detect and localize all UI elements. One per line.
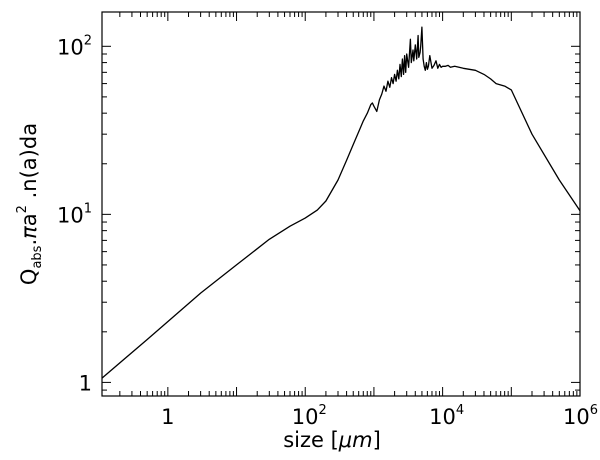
plot-frame	[101, 11, 581, 397]
y-tick-label: 1	[79, 371, 92, 395]
y-tick-label: 101	[57, 201, 92, 227]
series-line	[101, 26, 581, 379]
tick-marks	[102, 12, 581, 396]
x-tick-labels: 1 102 104 106	[161, 403, 598, 429]
x-tick-label: 102	[292, 403, 327, 429]
x-axis-title: size [μm]	[283, 428, 381, 452]
x-tick-label: 104	[429, 403, 464, 429]
x-tick-label: 1	[161, 405, 174, 429]
y-tick-label: 102	[57, 33, 92, 59]
x-axis-unit: μm	[338, 428, 373, 452]
x-tick-label: 106	[563, 403, 598, 429]
y-tick-labels: 1 101 102	[57, 33, 92, 395]
y-axis-title: Qabs.πa2 .n(a)da	[15, 123, 45, 285]
